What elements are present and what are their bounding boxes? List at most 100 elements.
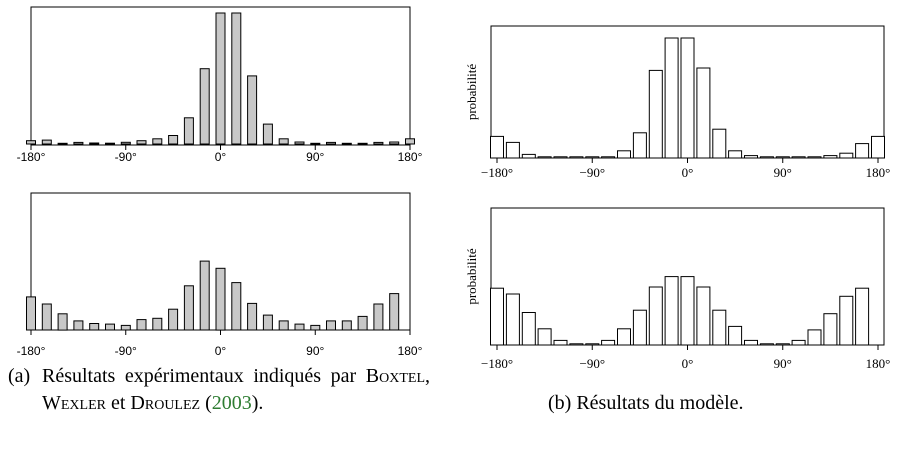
caption-a-text: Résultats expérimentaux indiqués par	[42, 365, 366, 387]
bar	[310, 324, 321, 331]
author-wexler: Wexler	[42, 392, 106, 414]
bar	[136, 319, 147, 331]
bar	[341, 142, 352, 145]
x-tick-label: 180°	[866, 165, 891, 180]
bar	[696, 67, 711, 159]
x-tick-label: −90°	[579, 165, 605, 180]
y-axis-label: probabilité	[464, 248, 479, 305]
bar	[231, 282, 242, 331]
x-tick-label: 90°	[774, 165, 792, 180]
caption-a-marker: (a)	[8, 365, 31, 387]
bar	[839, 152, 854, 159]
bar	[823, 155, 838, 159]
x-tick-label: 180°	[398, 150, 423, 164]
bar	[215, 267, 226, 331]
bar	[855, 287, 870, 346]
bar	[585, 343, 600, 346]
bar	[215, 12, 226, 145]
bar	[199, 68, 210, 145]
x-tick-label: 0°	[215, 344, 227, 358]
x-tick-label: -90°	[115, 344, 137, 358]
bar	[326, 320, 336, 331]
citation-year-link[interactable]: 2003	[211, 392, 252, 414]
bar	[73, 141, 84, 145]
bar	[105, 142, 115, 145]
x-tick-label: −180°	[481, 356, 513, 371]
bar	[89, 142, 100, 145]
caption-a-paren: ).	[251, 392, 264, 414]
bar	[728, 325, 743, 346]
chart-panel-b-top: −180° −90° 0° 90° 180° probabilité	[464, 25, 891, 180]
bar	[871, 135, 885, 159]
bar	[744, 339, 758, 346]
bar	[664, 37, 679, 159]
bar	[373, 303, 384, 331]
x-tick-label: 0°	[682, 165, 694, 180]
bar	[664, 276, 679, 346]
bar	[168, 135, 179, 145]
x-tick-label: −180°	[481, 165, 513, 180]
y-axis-label: probabilité	[464, 64, 479, 121]
bar	[373, 141, 384, 145]
bar	[728, 150, 743, 159]
bar	[855, 143, 870, 159]
caption-a-separator: et	[105, 392, 131, 414]
x-tick-label: -180°	[17, 344, 46, 358]
bar	[152, 138, 163, 145]
bar	[537, 156, 552, 159]
bar	[73, 320, 84, 331]
bar	[759, 156, 774, 159]
bar	[120, 141, 131, 145]
bar	[199, 260, 210, 331]
bar	[569, 156, 584, 159]
x-tick-label: -180°	[17, 150, 46, 164]
bar	[278, 320, 289, 331]
bar	[791, 156, 806, 159]
bar	[389, 293, 400, 331]
bar	[791, 339, 806, 346]
caption-a-paren: (	[200, 392, 212, 414]
caption-a-body: Résultats expérimentaux indiqués par Box…	[42, 363, 430, 417]
bar	[168, 308, 179, 331]
bar	[617, 328, 631, 346]
bar	[231, 12, 242, 145]
bar	[341, 320, 352, 331]
bar	[617, 150, 631, 159]
bar	[712, 309, 727, 346]
bar	[775, 156, 790, 159]
bar	[807, 329, 822, 346]
bar	[262, 123, 273, 145]
chart-panel-b-bottom: −180° −90° 0° 90° 180° probabilité	[464, 207, 891, 371]
author-droulez: Droulez	[130, 392, 201, 414]
bar	[537, 328, 552, 346]
bar	[553, 156, 568, 159]
x-tick-label: 180°	[398, 344, 423, 358]
bar	[744, 155, 758, 159]
bar	[89, 323, 100, 331]
bar	[294, 323, 305, 331]
caption-a: (a) Résultats expérimentaux indiqués par…	[8, 363, 430, 417]
bar	[405, 138, 415, 145]
bar	[357, 142, 368, 145]
bar	[585, 156, 600, 159]
bar	[120, 324, 131, 331]
bar	[839, 295, 854, 346]
x-tick-label: −90°	[579, 356, 605, 371]
bar	[680, 276, 695, 346]
bar	[247, 75, 258, 145]
x-tick-label: 90°	[774, 356, 792, 371]
bar	[152, 317, 163, 331]
bar	[247, 302, 258, 331]
x-tick-label: 90°	[306, 150, 324, 164]
bar	[26, 140, 36, 145]
bar	[490, 135, 504, 159]
bar	[57, 142, 68, 145]
chart-panel-a-bottom: -180° -90° 0° 90° 180°	[17, 192, 423, 358]
bar	[490, 287, 504, 346]
bar	[521, 153, 536, 159]
bar	[521, 312, 536, 346]
bar	[505, 293, 520, 346]
bar	[294, 141, 305, 145]
x-tick-label: 180°	[866, 356, 891, 371]
author-boxtel: Boxtel	[365, 365, 425, 387]
